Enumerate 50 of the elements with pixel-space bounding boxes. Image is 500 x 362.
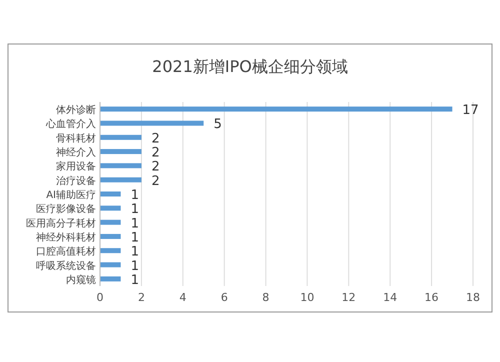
data-label: 5 bbox=[214, 117, 222, 132]
bar bbox=[100, 163, 142, 168]
x-tick-label: 18 bbox=[466, 291, 480, 304]
y-tick-label: 心血管介入 bbox=[45, 118, 96, 130]
bar bbox=[100, 149, 142, 154]
data-label: 2 bbox=[151, 160, 160, 175]
y-tick-label: 内窥镜 bbox=[66, 274, 96, 286]
data-label: 1 bbox=[130, 272, 140, 288]
x-tick-label: 16 bbox=[424, 291, 439, 304]
y-tick-label: 体外诊断 bbox=[56, 104, 96, 116]
y-tick-label: AI辅助医疗 bbox=[46, 189, 96, 201]
x-tick-label: 0 bbox=[96, 291, 104, 304]
data-label: 1 bbox=[130, 258, 140, 274]
y-tick-label: 口腔高值耗材 bbox=[36, 246, 96, 258]
bar bbox=[100, 220, 121, 225]
y-tick-label: 治疗设备 bbox=[56, 174, 96, 187]
x-tick-label: 14 bbox=[383, 291, 398, 304]
data-label: 2 bbox=[151, 131, 160, 146]
data-label: 2 bbox=[151, 174, 160, 189]
chart-title: 2021新增IPO械企细分领域 bbox=[152, 57, 348, 76]
data-label: 1 bbox=[130, 202, 140, 218]
y-tick-label: 神经外科耗材 bbox=[36, 231, 96, 244]
y-tick-label: 医疗影像设备 bbox=[36, 203, 96, 216]
bar bbox=[100, 192, 121, 196]
x-tick-label: 6 bbox=[220, 291, 228, 304]
data-label: 1 bbox=[130, 230, 140, 246]
bar bbox=[100, 106, 452, 112]
x-tick-label: 8 bbox=[262, 291, 270, 304]
x-tick-label: 2 bbox=[138, 291, 145, 304]
bar bbox=[100, 276, 121, 282]
data-label: 1 bbox=[130, 188, 140, 203]
bar bbox=[100, 248, 121, 254]
y-tick-label: 骨科耗材 bbox=[56, 132, 96, 144]
y-tick-label: 神经介入 bbox=[56, 146, 96, 159]
data-label: 1 bbox=[130, 216, 140, 232]
data-label: 1 bbox=[130, 244, 140, 260]
data-label: 17 bbox=[462, 103, 479, 118]
bar bbox=[100, 206, 121, 211]
x-tick-label: 4 bbox=[179, 291, 186, 304]
data-label: 2 bbox=[151, 146, 160, 161]
x-tick-label: 12 bbox=[342, 291, 356, 304]
bar bbox=[100, 234, 121, 239]
x-tick-label: 10 bbox=[300, 291, 314, 304]
y-tick-label: 家用设备 bbox=[56, 160, 96, 173]
bar bbox=[100, 134, 142, 140]
y-tick-label: 呼吸系统设备 bbox=[36, 260, 96, 272]
bar bbox=[100, 177, 142, 182]
bar bbox=[100, 120, 204, 126]
bar bbox=[100, 262, 121, 268]
y-tick-label: 医用高分子耗材 bbox=[26, 217, 96, 230]
